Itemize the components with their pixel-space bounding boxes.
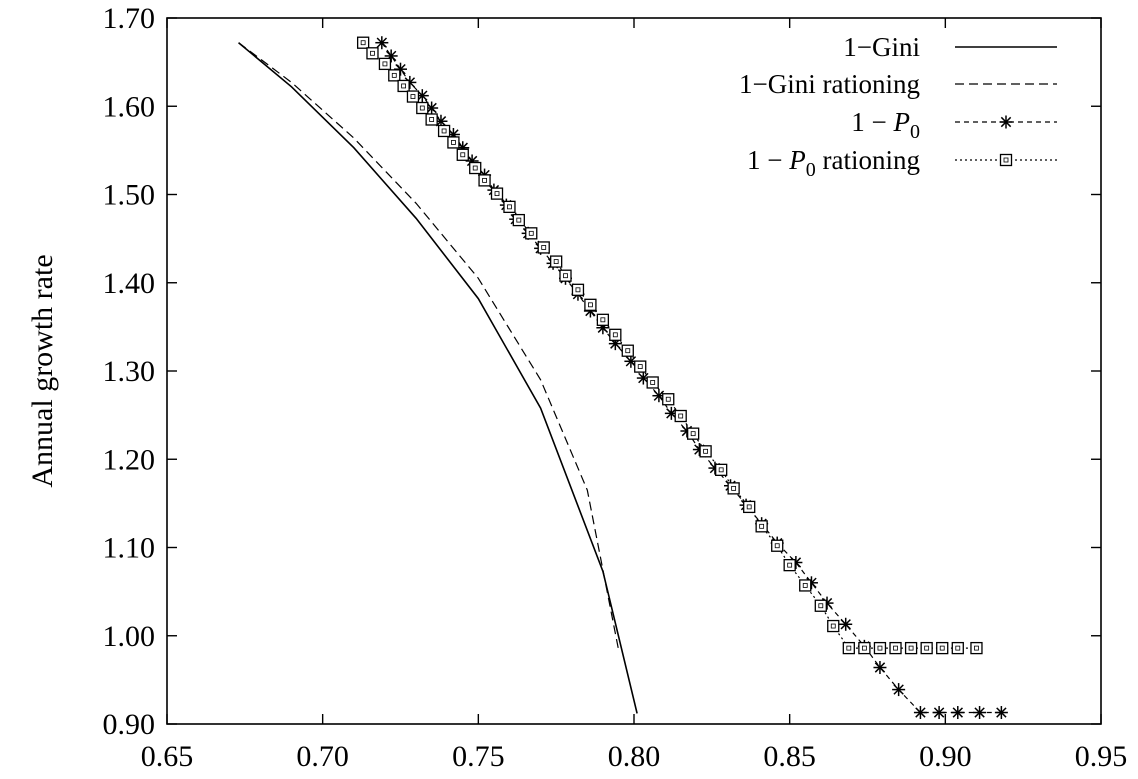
data-point-square (425, 113, 438, 126)
data-point-square (873, 641, 887, 655)
plot-area (166, 17, 1102, 725)
data-point-square (503, 200, 516, 214)
data-point-square (447, 136, 460, 149)
data-point-square (936, 641, 949, 655)
data-point-asterisk (839, 617, 853, 631)
y-tick-label: 1.20 (103, 443, 156, 476)
y-tick-label: 1.50 (103, 179, 156, 212)
legend-entry-1: 1−Gini (843, 32, 1057, 62)
data-point-square (799, 579, 812, 592)
data-point-square (378, 57, 392, 71)
x-tick-label: 0.75 (452, 740, 505, 773)
y-tick-label: 0.90 (103, 708, 156, 741)
data-point-square (512, 213, 525, 227)
y-tick-label: 1.40 (103, 267, 156, 300)
data-point-asterisk (892, 683, 906, 697)
data-point-square (814, 599, 827, 612)
data-point-asterisk (932, 706, 946, 720)
data-point-square (397, 79, 410, 93)
data-point-square (456, 148, 469, 161)
data-point-asterisk (951, 706, 965, 720)
data-point-square (920, 641, 933, 655)
x-tick-label: 0.95 (1075, 740, 1128, 773)
data-point-square (571, 283, 585, 296)
data-point-square (771, 539, 784, 552)
data-point-square (388, 69, 401, 82)
data-point-square (755, 520, 768, 533)
data-point-square (366, 47, 379, 60)
legend-label: 1−Gini rationing (739, 69, 920, 99)
series-1 (238, 42, 638, 714)
data-point-square (662, 393, 675, 406)
data-point-asterisk (999, 115, 1013, 129)
data-point-square (999, 153, 1013, 167)
legend-entry-2: 1−Gini rationing (739, 69, 1057, 99)
y-axis: 0.90 1.00 1.10 1.20 1.30 1.40 1.50 1.60 1.70 (103, 2, 1101, 741)
x-axis: 0.65 0.70 0.75 0.80 0.85 0.90 0.95 (141, 18, 1128, 773)
data-point-square (646, 376, 659, 389)
data-point-square (584, 298, 597, 311)
legend-entry-3: 1 − P0 (851, 107, 1057, 143)
data-point-square (437, 124, 451, 138)
legend-label: 1 − P0 rationing (747, 145, 920, 181)
data-point-square (827, 619, 840, 633)
data-point-square (951, 641, 964, 655)
data-point-square (490, 187, 504, 200)
series-line (238, 42, 619, 650)
y-tick-label: 1.10 (103, 532, 156, 565)
legend-label: 1 − P0 (851, 107, 920, 143)
data-point-square (537, 241, 550, 254)
x-tick-label: 0.85 (763, 740, 816, 773)
data-point-square (525, 227, 538, 240)
plot-frame (166, 17, 1102, 725)
x-tick-label: 0.70 (296, 740, 349, 773)
data-point-square (970, 641, 983, 655)
data-point-square (634, 360, 647, 373)
x-tick-label: 0.65 (141, 740, 194, 773)
data-point-square (559, 269, 572, 282)
series-line (238, 42, 638, 714)
data-point-asterisk (913, 706, 927, 720)
data-point-square (783, 559, 796, 572)
data-point-square (842, 641, 855, 655)
data-point-square (727, 482, 740, 495)
x-tick-label: 0.90 (919, 740, 972, 773)
data-point-square (621, 344, 634, 357)
legend: 1−Gini 1−Gini rationing 1 − P01 − P0 ratio… (739, 32, 1057, 181)
data-point-square (356, 36, 370, 49)
y-tick-label: 1.00 (103, 620, 156, 653)
data-point-square (904, 641, 918, 655)
series-2 (238, 42, 619, 650)
y-axis-label: Annual growth rate (26, 254, 59, 487)
data-point-asterisk (384, 49, 398, 63)
data-point-square (596, 313, 610, 326)
data-point-asterisk (994, 706, 1008, 720)
legend-entry-4: 1 − P0 rationing (747, 145, 1057, 181)
x-tick-label: 0.80 (608, 740, 661, 773)
data-point-square (609, 328, 622, 341)
data-point-square (416, 101, 429, 115)
data-point-asterisk (973, 706, 987, 720)
data-point-square (858, 641, 871, 655)
series-line (381, 42, 1002, 714)
data-point-square (478, 174, 491, 187)
data-point-square (674, 409, 687, 423)
data-point-asterisk (375, 36, 389, 50)
data-point-square (687, 427, 700, 440)
series-4 (356, 36, 983, 655)
data-point-square (550, 255, 563, 268)
data-point-square (743, 500, 756, 514)
data-point-square (889, 641, 902, 655)
y-tick-label: 1.30 (103, 355, 156, 388)
data-point-square (699, 445, 712, 458)
y-tick-label: 1.70 (103, 2, 156, 35)
legend-label: 1−Gini (843, 32, 920, 62)
y-tick-label: 1.60 (103, 90, 156, 123)
data-point-asterisk (873, 661, 887, 675)
data-point-square (406, 90, 420, 103)
series-layer (238, 36, 1008, 720)
data-point-square (715, 463, 728, 476)
data-point-square (469, 161, 482, 175)
